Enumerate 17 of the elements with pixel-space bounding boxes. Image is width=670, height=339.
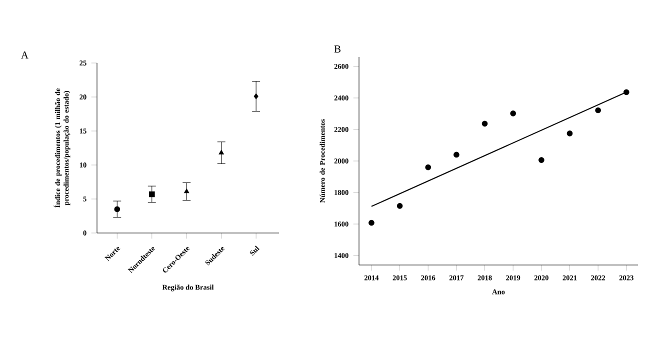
point [595, 107, 601, 114]
point [482, 120, 488, 127]
chart-title: A [20, 52, 28, 59]
point [623, 89, 630, 96]
point [510, 110, 516, 116]
point [396, 202, 403, 209]
chart-title: B [334, 46, 340, 53]
point [538, 157, 544, 163]
point [368, 220, 374, 226]
point [254, 93, 258, 100]
point [454, 152, 460, 158]
point [148, 191, 155, 198]
point [566, 130, 573, 136]
point [425, 164, 432, 170]
point [184, 188, 190, 194]
point [114, 206, 120, 212]
point [218, 150, 224, 154]
